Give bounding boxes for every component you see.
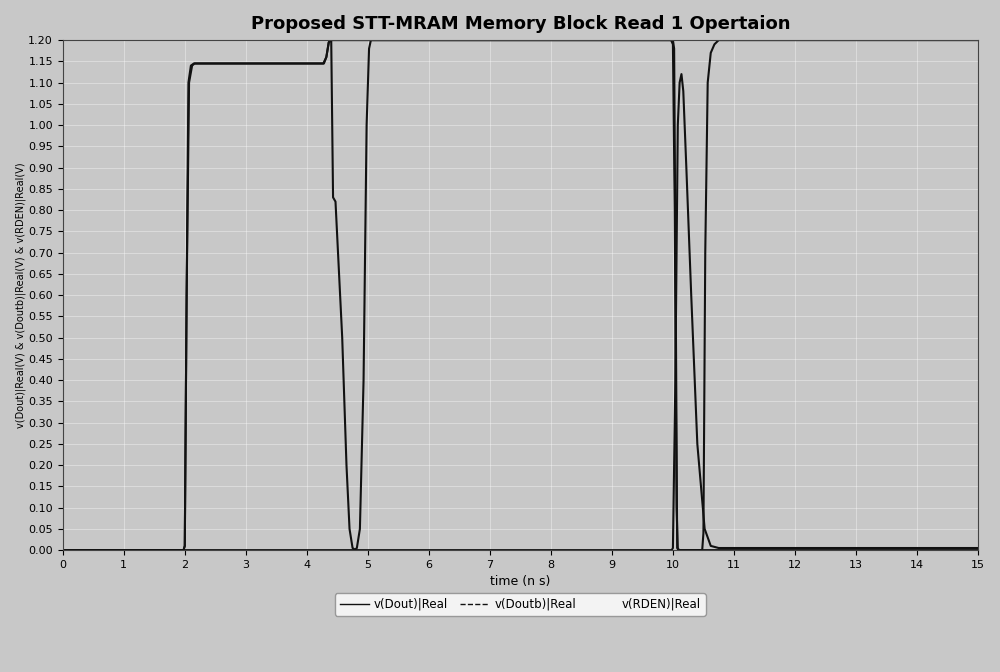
X-axis label: time (n s): time (n s) [490,575,551,589]
Title: Proposed STT-MRAM Memory Block Read 1 Opertaion: Proposed STT-MRAM Memory Block Read 1 Op… [251,15,790,33]
Y-axis label: v(Dout)|Real(V) & v(Doutb)|Real(V) & v(RDEN)|Real(V): v(Dout)|Real(V) & v(Doutb)|Real(V) & v(R… [15,163,26,428]
Legend: v(Dout)|Real, v(Doutb)|Real, v(RDEN)|Real: v(Dout)|Real, v(Doutb)|Real, v(RDEN)|Rea… [335,593,706,616]
